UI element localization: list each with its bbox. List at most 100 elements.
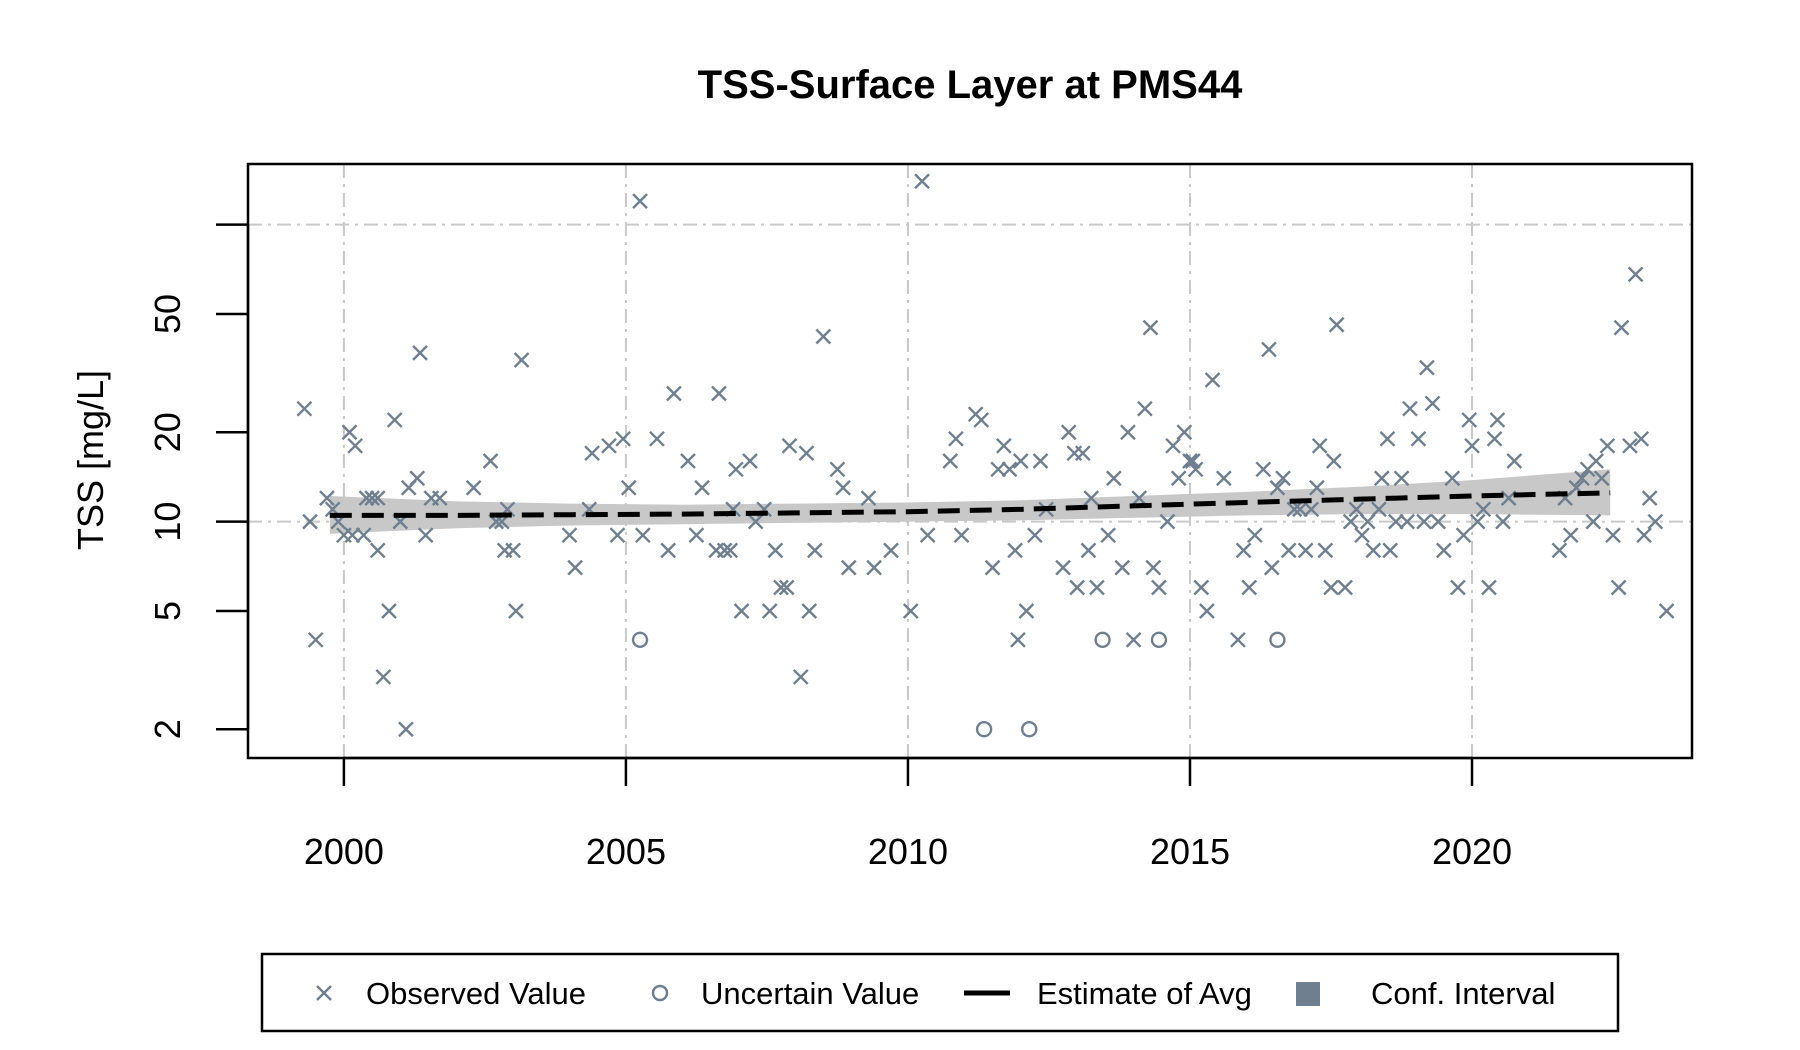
uncertain-point: [1269, 631, 1286, 649]
observed-point: [1419, 359, 1435, 376]
observed-point: [1120, 424, 1136, 441]
observed-point: [465, 479, 482, 496]
observed-point: [1585, 513, 1602, 530]
observed-point: [1089, 579, 1105, 596]
uncertain-point: [1150, 631, 1168, 649]
observed-point: [1007, 542, 1023, 559]
observed-point: [417, 527, 434, 544]
uncertain-points: [631, 631, 1286, 738]
observed-point: [386, 412, 403, 428]
observed-point: [1165, 437, 1181, 454]
observed-point: [412, 345, 428, 361]
observed-point: [634, 527, 651, 544]
observed-point: [1193, 579, 1210, 596]
observed-point: [801, 603, 818, 619]
x-tick-label: 2010: [868, 831, 948, 872]
observed-point: [1247, 527, 1263, 544]
observed-point: [840, 559, 857, 576]
observed-point: [1605, 527, 1621, 544]
observed-point: [1599, 437, 1616, 454]
observed-point: [1280, 542, 1297, 559]
observed-point: [1424, 395, 1441, 412]
x-tick-label: 2015: [1150, 831, 1230, 872]
y-axis-label: TSS [mg/L]: [70, 370, 111, 550]
y-tick-label: 10: [147, 502, 188, 542]
observed-point: [482, 453, 499, 469]
x-tick-label: 2020: [1432, 831, 1512, 872]
observed-point: [1309, 479, 1325, 496]
observed-point: [742, 453, 758, 469]
observed-point: [914, 173, 930, 190]
legend-x-marker: [316, 985, 332, 1001]
observed-point: [1241, 579, 1258, 596]
observed-point: [1182, 453, 1198, 469]
observed-point: [902, 603, 919, 619]
observed-point: [666, 385, 682, 402]
observed-point: [1069, 579, 1086, 596]
x-tick-label: 2005: [586, 831, 666, 872]
observed-point: [1379, 430, 1396, 447]
confidence-band: [329, 469, 1611, 534]
observed-point: [1323, 579, 1339, 596]
observed-point: [660, 542, 677, 559]
observed-point: [1641, 490, 1658, 506]
observed-point: [716, 542, 733, 559]
observed-point: [778, 579, 795, 596]
observed-point: [1359, 513, 1376, 530]
observed-points: [296, 173, 1675, 738]
observed-point: [369, 542, 386, 559]
legend-x-glyph: [316, 985, 332, 1001]
observed-point: [584, 445, 600, 462]
observed-point: [1001, 461, 1018, 478]
observed-point: [1170, 470, 1187, 487]
observed-point: [1297, 542, 1314, 559]
observed-point: [344, 527, 361, 544]
observed-point: [1303, 501, 1320, 518]
observed-point: [722, 542, 739, 559]
observed-point: [1636, 527, 1652, 544]
observed-point: [761, 603, 778, 619]
observed-point: [1055, 559, 1071, 576]
legend-label-estimate: Estimate of Avg: [1037, 976, 1252, 1011]
observed-point: [307, 631, 324, 648]
observed-point: [711, 385, 727, 402]
observed-point: [798, 445, 815, 462]
observed-point: [1455, 527, 1472, 544]
observed-point: [1137, 400, 1153, 417]
observed-point: [1461, 412, 1478, 428]
legend-band-swatch: [1296, 982, 1320, 1006]
observed-point: [505, 542, 521, 559]
conf-interval-band: [329, 469, 1611, 534]
observed-point: [866, 559, 882, 576]
observed-point: [1610, 579, 1627, 596]
observed-point: [1430, 513, 1447, 530]
observed-point: [953, 527, 970, 544]
observed-point: [319, 490, 335, 506]
observed-point: [358, 490, 375, 506]
observed-point: [1083, 490, 1100, 506]
observed-point: [1317, 542, 1334, 559]
legend: Observed Value Uncertain Value Estimate …: [260, 952, 1620, 1033]
observed-point: [1328, 316, 1345, 333]
observed-point: [948, 430, 964, 447]
observed-point: [984, 559, 1001, 576]
observed-point: [1269, 479, 1286, 496]
observed-point: [1255, 461, 1272, 478]
observed-point: [1382, 542, 1399, 559]
observed-point: [302, 513, 318, 530]
observed-point: [1469, 513, 1486, 530]
observed-point: [1475, 501, 1492, 518]
observed-point: [431, 490, 448, 506]
legend-label-uncertain: Uncertain Value: [701, 976, 919, 1011]
uncertain-point: [1021, 721, 1038, 738]
y-tick-label: 20: [147, 412, 188, 452]
observed-point: [1647, 513, 1664, 530]
legend-box: [260, 952, 1620, 1033]
uncertain-point: [631, 631, 649, 649]
observed-point: [807, 542, 823, 559]
observed-point: [1337, 579, 1353, 596]
observed-point: [883, 542, 899, 559]
observed-point: [1613, 319, 1630, 336]
observed-point: [942, 453, 959, 469]
observed-point: [649, 430, 665, 447]
